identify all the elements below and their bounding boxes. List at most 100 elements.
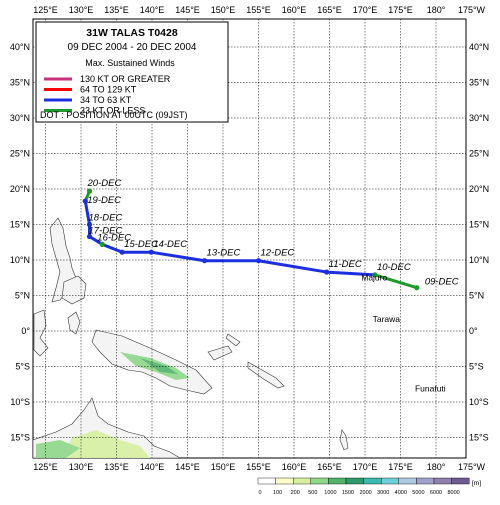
scale-color-bin bbox=[363, 477, 382, 485]
right-lat-label: 40°N bbox=[469, 42, 489, 52]
track-date-label: 20-DEC bbox=[87, 178, 122, 189]
left-lat-label: 25°N bbox=[10, 149, 30, 159]
scale-color-bin bbox=[293, 477, 312, 485]
scale-tick-label: 1000 bbox=[324, 490, 336, 496]
terrain-shading bbox=[36, 352, 190, 458]
scale-color-bin bbox=[275, 477, 294, 485]
legend-item-label: 64 TO 129 KT bbox=[80, 85, 137, 95]
halmahera-land bbox=[67, 311, 81, 335]
mindanao-land bbox=[61, 275, 87, 305]
scale-color-bin bbox=[433, 477, 452, 485]
bottom-lon-label: 170°E bbox=[353, 462, 378, 472]
track-segment bbox=[83, 199, 92, 226]
new-britain-land bbox=[207, 345, 233, 361]
scale-color-bin bbox=[416, 477, 435, 485]
right-lat-label: 10°N bbox=[469, 255, 489, 265]
left-lat-label: 10°S bbox=[10, 397, 30, 407]
scale-tick-label: 3000 bbox=[377, 490, 389, 496]
left-lat-label: 10°N bbox=[10, 255, 30, 265]
right-lat-label: 5°N bbox=[469, 291, 484, 301]
top-lon-label: 155°E bbox=[246, 5, 271, 15]
scale-tick-label: 100 bbox=[273, 490, 282, 496]
scale-color-bin bbox=[310, 477, 329, 485]
track-date-label: 17-DEC bbox=[89, 226, 123, 237]
right-lat-label: 10°S bbox=[469, 397, 489, 407]
right-lat-label: 25°N bbox=[469, 149, 489, 159]
track-position-dot bbox=[255, 258, 262, 264]
legend-title: 31W TALAS T0428 bbox=[86, 27, 178, 39]
left-lat-label: 40°N bbox=[10, 42, 30, 52]
right-lat-label: 15°S bbox=[469, 433, 489, 443]
track-date-label: 13-DEC bbox=[207, 248, 241, 259]
right-lat-label: 5°S bbox=[469, 362, 484, 372]
legend-dates: 09 DEC 2004 - 20 DEC 2004 bbox=[68, 42, 197, 53]
top-lon-label: 125°E bbox=[33, 5, 58, 15]
track-segment bbox=[325, 270, 377, 277]
storm-track: 09-DEC 10-DEC 11-DEC 12-DEC 13-DEC 14-DEC15-D… bbox=[82, 178, 459, 393]
left-lat-label: 15°N bbox=[10, 220, 30, 230]
legend-note: DOT : POSITION AT 00UTC (09JST) bbox=[40, 110, 188, 120]
top-lon-label: 150°E bbox=[211, 5, 236, 15]
track-segment bbox=[373, 273, 419, 290]
top-lon-label: 130°E bbox=[69, 5, 94, 15]
right-lat-label: 35°N bbox=[469, 78, 489, 88]
track-position-dot bbox=[414, 285, 420, 291]
track-date-label: 18-DEC bbox=[89, 213, 123, 224]
track-position-dot bbox=[324, 269, 330, 275]
left-lat-label: 35°N bbox=[10, 78, 30, 88]
track-position-dot bbox=[82, 198, 88, 204]
elevation-scale: 0 100 200 500 1000 1500 2000 3000 4000 5000 6000 80… bbox=[257, 477, 470, 496]
track-position-dot bbox=[86, 188, 93, 194]
scale-color-bin bbox=[345, 477, 364, 485]
scale-tick-label: 1500 bbox=[342, 490, 354, 496]
bottom-lon-label: 175°W bbox=[458, 462, 486, 472]
legend-item-label: 33 KT OR LESS bbox=[80, 106, 145, 116]
track-segment bbox=[257, 259, 329, 274]
legend-item-label: 130 KT OR GREATER bbox=[80, 74, 171, 84]
track-position-dot bbox=[372, 272, 378, 278]
top-lon-label: 160°E bbox=[282, 5, 307, 15]
right-lat-label: 0° bbox=[469, 326, 478, 336]
left-lat-label: 30°N bbox=[10, 113, 30, 123]
top-lon-label: 175°E bbox=[388, 5, 413, 15]
place-label: Funafuti bbox=[415, 383, 446, 393]
legend: 31W TALAS T0428 09 DEC 2004 - 20 DEC 200… bbox=[35, 21, 229, 123]
track-position-dot bbox=[86, 233, 93, 240]
legend-box bbox=[35, 21, 229, 123]
right-lat-label: 30°N bbox=[469, 113, 489, 123]
top-lon-label: 175°W bbox=[458, 5, 486, 15]
scale-color-bin bbox=[328, 477, 347, 485]
track-date-label: 15-DEC bbox=[124, 239, 158, 250]
top-lon-label: 165°E bbox=[317, 5, 342, 15]
track-date-label: 09-DEC bbox=[425, 277, 459, 288]
left-lat-label: 20°N bbox=[10, 184, 30, 194]
scale-tick-label: 5000 bbox=[412, 490, 424, 496]
scale-tick-label: 200 bbox=[291, 490, 300, 496]
track-date-label: 11-DEC bbox=[329, 259, 362, 270]
bottom-lon-label: 160°E bbox=[282, 462, 307, 472]
legend-heading: Max. Sustained Winds bbox=[85, 58, 175, 68]
scale-color-bin bbox=[451, 477, 470, 485]
bottom-lon-label: 145°E bbox=[175, 462, 200, 472]
track-date-label: 10-DEC bbox=[377, 262, 411, 273]
sulawesi-land bbox=[33, 309, 49, 357]
track-segment bbox=[149, 250, 207, 263]
scale-color-bin bbox=[381, 477, 400, 485]
left-lat-label: 5°S bbox=[15, 362, 30, 372]
vanuatu-land bbox=[339, 429, 349, 451]
track-date-label: 12-DEC bbox=[261, 248, 295, 259]
bottom-lon-label: 125°E bbox=[33, 462, 58, 472]
top-lon-label: 135°E bbox=[104, 5, 129, 15]
bottom-lon-label: 155°E bbox=[246, 462, 271, 472]
track-date-label: 14-DEC bbox=[153, 239, 187, 250]
top-lon-label: 170°E bbox=[353, 5, 378, 15]
scale-unit: [m] bbox=[472, 480, 481, 487]
track-position-dot bbox=[201, 258, 208, 264]
new-ireland-land bbox=[225, 333, 241, 347]
bottom-lon-label: 150°E bbox=[211, 462, 236, 472]
scale-tick-label: 8000 bbox=[447, 490, 459, 496]
left-lat-label: 15°S bbox=[10, 433, 30, 443]
scale-tick-label: 2000 bbox=[359, 490, 371, 496]
